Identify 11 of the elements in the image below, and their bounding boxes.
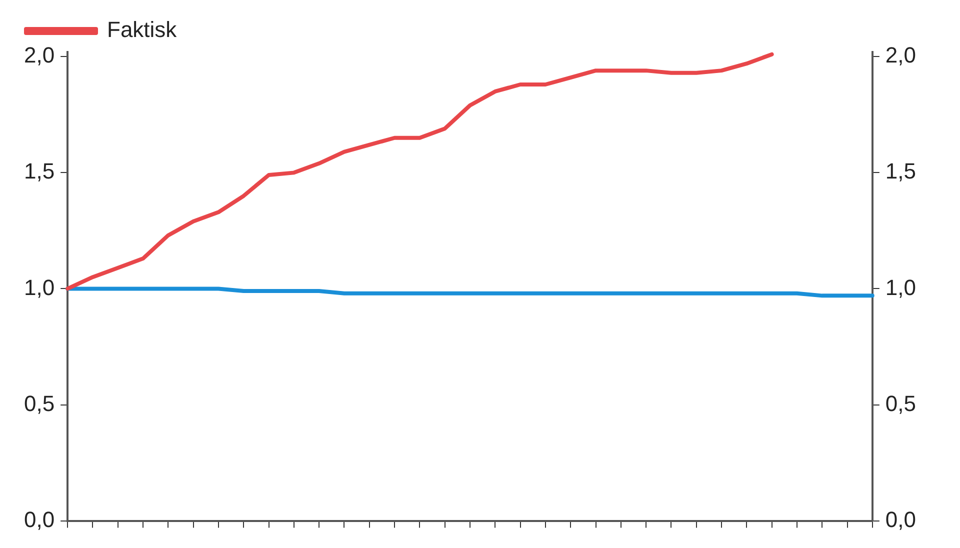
y-tick-label: 2,0 xyxy=(24,42,55,68)
y2-tick-label: 1,5 xyxy=(885,158,916,184)
y2-tick-label: 0,0 xyxy=(885,506,916,532)
y2-tick-label: 1,0 xyxy=(885,274,916,300)
y2-tick-label: 2,0 xyxy=(885,42,916,68)
y2-tick-label: 0,5 xyxy=(885,390,916,416)
y-tick-label: 0,0 xyxy=(24,506,55,532)
y-tick-label: 0,5 xyxy=(24,390,55,416)
y-tick-label: 1,5 xyxy=(24,158,55,184)
y-tick-label: 1,0 xyxy=(24,274,55,300)
legend-label: Faktisk xyxy=(107,17,178,42)
